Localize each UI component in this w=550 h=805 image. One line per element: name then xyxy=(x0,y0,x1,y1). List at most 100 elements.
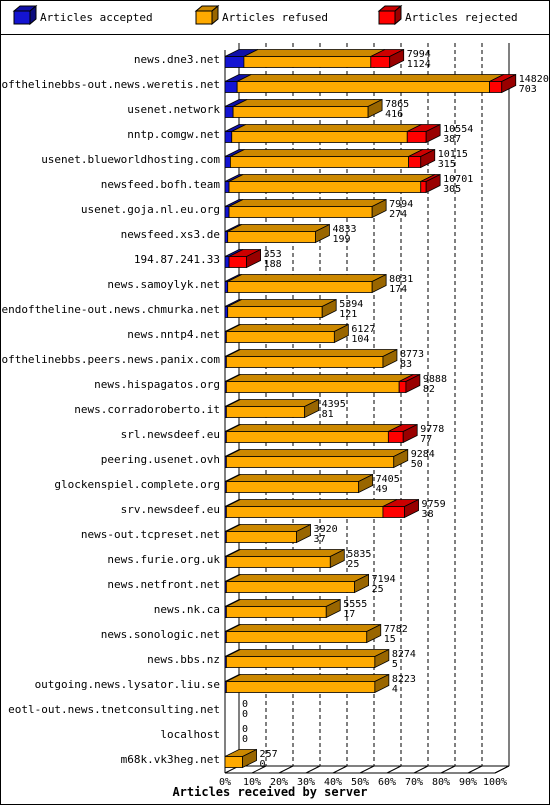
bar-refused-top xyxy=(236,74,504,82)
bar-refused-top xyxy=(227,224,330,232)
value-second: 1124 xyxy=(407,59,431,70)
server-label: news.nntp4.net xyxy=(127,328,220,341)
value-total: 14820 xyxy=(519,74,549,85)
x-tick-mark xyxy=(332,765,348,774)
bar-end-face xyxy=(246,248,262,269)
server-label: news.samoylyk.net xyxy=(107,278,220,291)
value-total: 7994 xyxy=(407,49,431,60)
bar-refused-top xyxy=(228,199,387,207)
bar-refused xyxy=(231,131,408,143)
x-tick-mark xyxy=(359,765,375,774)
server-label: news.sonologic.net xyxy=(101,628,220,641)
value-total: 7994 xyxy=(389,199,413,210)
value-total: 7865 xyxy=(385,99,409,110)
bar-accepted xyxy=(224,131,233,143)
legend-swatch xyxy=(195,10,213,25)
bar-end-face xyxy=(358,473,374,494)
bar-refused xyxy=(224,756,243,768)
bar-accepted xyxy=(224,206,230,218)
x-tick-label: 90% xyxy=(459,777,477,788)
x-tick-label: 60% xyxy=(378,777,396,788)
bar-refused xyxy=(227,281,373,293)
value-second: 81 xyxy=(322,409,334,420)
value-total: 8031 xyxy=(389,274,413,285)
value-second: 82 xyxy=(423,384,435,395)
bar-rejected xyxy=(228,256,248,268)
bar-refused-top xyxy=(226,474,373,482)
bar-accepted xyxy=(224,56,245,68)
x-tick-mark xyxy=(467,765,483,774)
bar-refused xyxy=(225,606,327,618)
legend-label: Articles rejected xyxy=(405,11,518,24)
bar-refused-top xyxy=(226,574,369,582)
bar-rejected xyxy=(387,431,404,443)
bar-end-face xyxy=(296,523,311,544)
server-label: news.furie.org.uk xyxy=(107,553,220,566)
x-tick-mark xyxy=(305,765,321,774)
x-tick-label: 30% xyxy=(297,777,315,788)
value-second: 104 xyxy=(351,334,369,345)
bar-rejected xyxy=(408,156,422,168)
bar-refused xyxy=(225,431,389,443)
x-tick-label: 20% xyxy=(270,777,288,788)
value-second: 38 xyxy=(422,509,434,520)
plot-area: 0% 10% 20% 30% 40% 50% 60% 70% 80% 90% 100% news.dn… xyxy=(0,43,549,788)
value-second: 83 xyxy=(400,359,412,370)
value-second: 274 xyxy=(389,209,407,220)
bar-refused-top xyxy=(226,324,349,332)
value-second: 315 xyxy=(438,159,456,170)
value-total: 10554 xyxy=(443,124,473,135)
x-tick-label: 100% xyxy=(483,777,507,788)
value-total: 9284 xyxy=(411,449,435,460)
server-label: eotl-out.news.tnetconsulting.net xyxy=(8,703,220,716)
bar-rejected xyxy=(489,81,503,93)
value-second: 121 xyxy=(339,309,357,320)
bar-end-face xyxy=(420,148,436,169)
bar-refused xyxy=(225,681,376,693)
value-total: 5835 xyxy=(347,549,371,560)
value-second: 37 xyxy=(314,534,326,545)
bar-accepted xyxy=(224,156,231,168)
value-total: 9888 xyxy=(423,374,447,385)
bar-end-face xyxy=(402,423,418,444)
value-second: 0 xyxy=(260,759,266,770)
bar-refused-top xyxy=(226,674,390,682)
server-label: srv.newsdeef.eu xyxy=(121,503,220,516)
bar-end-face xyxy=(315,223,330,244)
bar-refused xyxy=(225,456,395,468)
bar-refused-top xyxy=(226,624,381,632)
server-row: endofthelinebbs.peers.news.panix.com 8773… xyxy=(0,348,424,370)
server-label: endofthelinebbs-out.news.weretis.net xyxy=(0,78,220,91)
bar-refused xyxy=(243,56,372,68)
server-label: usenet.goja.nl.eu.org xyxy=(81,203,220,216)
bar-refused-top xyxy=(227,299,337,307)
bar-refused-top xyxy=(227,274,387,282)
value-second: 305 xyxy=(443,184,461,195)
server-label: srl.newsdeef.eu xyxy=(121,428,220,441)
bar-end-face xyxy=(501,73,517,94)
bar-end-face xyxy=(321,298,337,319)
bar-accepted xyxy=(224,256,230,268)
bar-refused xyxy=(225,581,356,593)
bar-refused xyxy=(225,656,376,668)
bar-end-face xyxy=(304,398,320,419)
bar-accepted xyxy=(224,281,229,293)
bar-end-face xyxy=(425,173,441,194)
value-second: 4 xyxy=(392,684,398,695)
value-total: 10115 xyxy=(438,149,468,160)
bar-end-face xyxy=(333,323,349,344)
value-second: 50 xyxy=(411,459,423,470)
value-second: 15 xyxy=(384,634,396,645)
server-label: newsfeed.xs3.de xyxy=(121,228,220,241)
bar-refused xyxy=(232,106,369,118)
value-second: 25 xyxy=(347,559,359,570)
legend-item: Articles refused xyxy=(194,4,328,26)
